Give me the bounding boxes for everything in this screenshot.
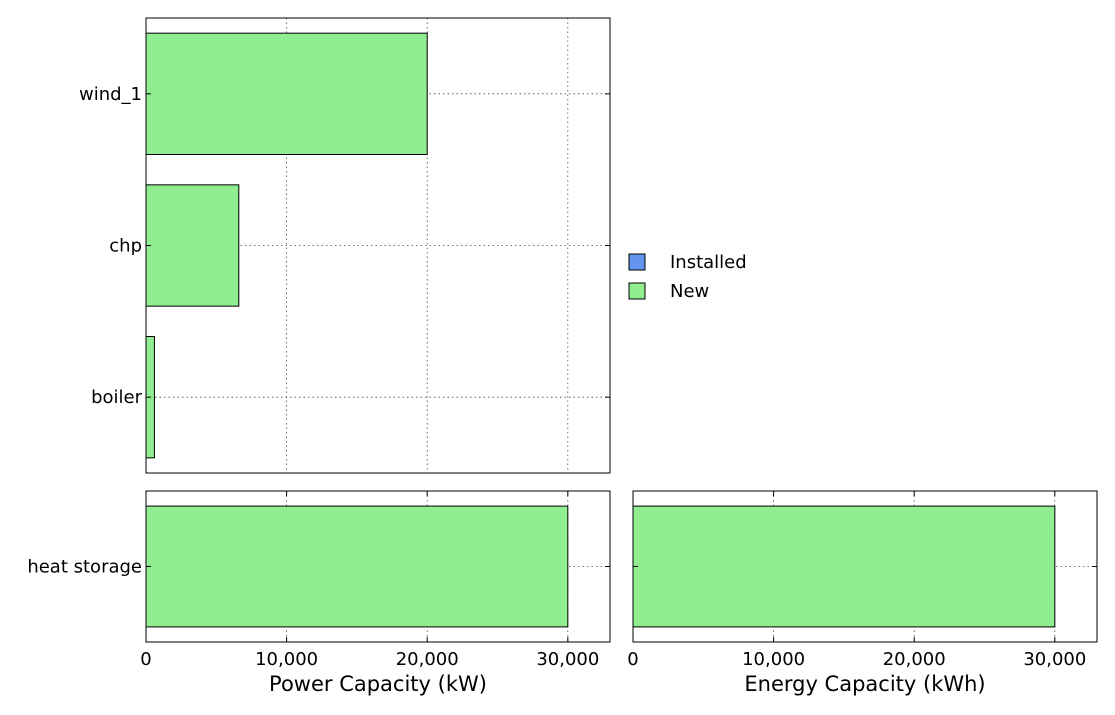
x-tick-label: 0 [140,649,151,670]
bars [145,32,1056,628]
legend: Installed New [628,252,747,302]
bar-new-heat-storage [145,505,569,628]
bar-new-wind_1 [145,32,428,156]
legend-label-installed: Installed [670,252,747,273]
ticks [145,93,1097,642]
x-tick-label: 20,000 [883,649,946,670]
y-tick-label: boiler [91,387,143,408]
x-tick-label: 10,000 [255,649,318,670]
bar-new-chp [145,184,240,307]
x-tick-label: 10,000 [742,649,805,670]
x-tick-label: 20,000 [396,649,459,670]
y-tick-label: heat storage [27,557,142,578]
x-axis-label: Power Capacity (kW) [269,672,487,696]
y-tick-label: chp [109,236,142,257]
bar-new-heat-storage [632,505,1056,628]
y-tick-label: wind_1 [79,84,142,105]
x-tick-label: 0 [627,649,638,670]
x-axis-label: Energy Capacity (kWh) [744,672,985,696]
x-tick-label: 30,000 [1023,649,1086,670]
legend-label-new: New [670,281,709,302]
legend-swatch-installed [628,253,646,271]
legend-swatch-new [628,282,646,300]
x-tick-label: 30,000 [536,649,599,670]
